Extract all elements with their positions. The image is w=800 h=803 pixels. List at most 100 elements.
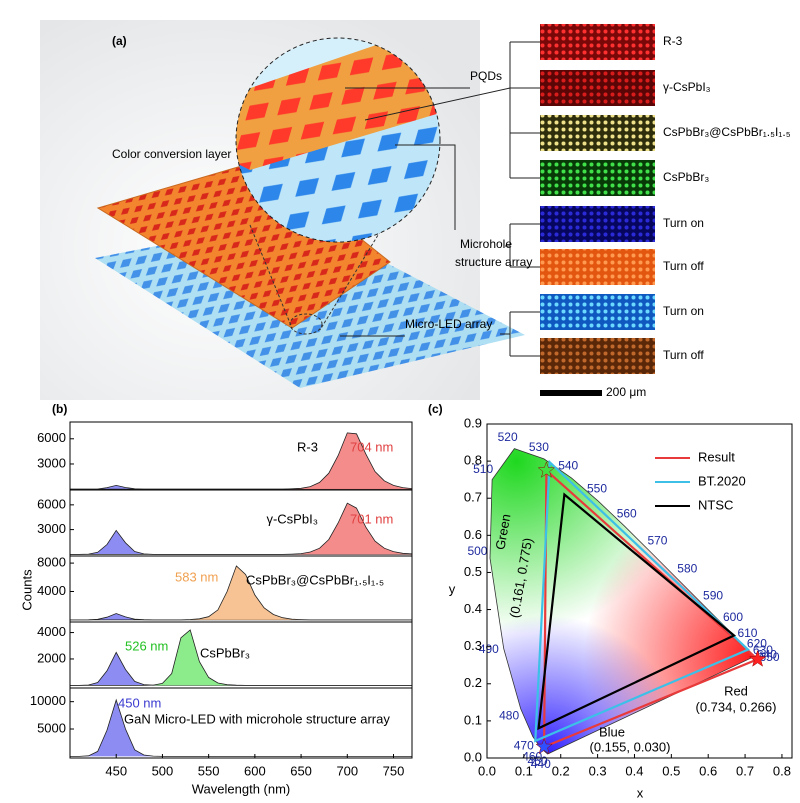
spectrum-fill xyxy=(70,503,412,555)
swatch-label: γ-CsPbI₃ xyxy=(663,80,711,94)
annotation: Green xyxy=(492,513,513,551)
wavelength-label: 460 xyxy=(522,749,542,763)
x-tick-label: 0.0 xyxy=(478,763,496,778)
y-tick-label: 0.5 xyxy=(464,564,482,579)
spectrum-fill xyxy=(70,565,412,620)
annotation: CsPbBr₃@CsPbBr₁.₅I₁.₅ xyxy=(246,572,384,587)
legend-label: NTSC xyxy=(698,497,733,512)
zoom-spot xyxy=(289,313,323,335)
primary-marker xyxy=(537,461,556,478)
x-tick-label: 0.6 xyxy=(699,763,717,778)
spectrum-line xyxy=(70,698,412,757)
annotation: 526 nm xyxy=(125,638,168,653)
callout-label: Microhole xyxy=(460,237,512,251)
swatch-label: CsPbBr₃ xyxy=(663,170,709,184)
y-tick-label: 8000 xyxy=(37,555,66,570)
panel-label: (b) xyxy=(52,402,67,416)
annotation: R-3 xyxy=(297,439,318,454)
annotation: (0.734, 0.266) xyxy=(696,699,777,714)
micrograph-swatch xyxy=(540,206,655,242)
panel-label: (a) xyxy=(112,34,127,48)
panel-label: (c) xyxy=(428,402,443,416)
wavelength-label: 510 xyxy=(473,462,493,476)
wavelength-label: 470 xyxy=(514,738,534,752)
x-tick-label: 650 xyxy=(290,763,312,778)
spectrum-fill xyxy=(70,700,412,757)
wavelength-label: 440 xyxy=(531,757,551,771)
swatch-label: Turn off xyxy=(663,348,704,362)
annotation: GaN Micro-LED with microhole structure a… xyxy=(124,711,390,726)
y-tick-label: 0.1 xyxy=(464,712,482,727)
x-tick-label: 0.1 xyxy=(515,763,533,778)
spectrum-fill xyxy=(70,432,412,490)
y-tick-label: 3000 xyxy=(37,455,66,470)
y-tick-label: 0.4 xyxy=(464,601,482,616)
y-tick-label: 0.8 xyxy=(464,453,482,468)
callout-label: structure array xyxy=(455,255,532,269)
gamut-triangle xyxy=(542,467,760,749)
x-tick-label: 700 xyxy=(336,763,358,778)
x-tick-label: 750 xyxy=(383,763,405,778)
y-tick-label: 4000 xyxy=(37,624,66,639)
x-tick-label: 600 xyxy=(244,763,266,778)
wavelength-label: 480 xyxy=(499,709,519,723)
y-tick-label: 4000 xyxy=(37,583,66,598)
wavelength-label: 570 xyxy=(647,534,667,548)
magnified-view xyxy=(236,38,440,242)
callout-label: Micro-LED array xyxy=(405,317,492,331)
y-tick-label: 0.9 xyxy=(464,415,482,430)
wavelength-label: 610 xyxy=(737,626,757,640)
swatch-label: R-3 xyxy=(663,34,683,48)
scale-bar xyxy=(540,390,602,396)
gamut-triangle xyxy=(537,492,737,731)
wavelength-label: 550 xyxy=(587,481,607,495)
x-tick-label: 0.2 xyxy=(552,763,570,778)
micrograph-swatch xyxy=(540,294,655,330)
y-tick-label: 0.0 xyxy=(464,749,482,764)
wavelength-label: 560 xyxy=(617,507,637,521)
primary-marker xyxy=(748,650,767,667)
x-tick-label: 0.3 xyxy=(589,763,607,778)
y-tick-label: 0.6 xyxy=(464,527,482,542)
annotation: 450 nm xyxy=(118,695,161,710)
micrograph-swatch xyxy=(540,70,655,106)
wavelength-label: 520 xyxy=(498,430,518,444)
y-tick-label: 6000 xyxy=(37,496,66,511)
spectrum-line xyxy=(70,502,413,555)
micrograph-swatch xyxy=(540,24,655,60)
spectrum-fill xyxy=(70,530,412,555)
wavelength-label: 500 xyxy=(467,544,487,558)
color-conversion-layer xyxy=(96,159,391,329)
wavelength-label: 540 xyxy=(558,459,578,473)
y-tick-label: 0.2 xyxy=(464,675,482,690)
legend-label: Result xyxy=(698,449,735,464)
micrograph-swatch xyxy=(540,115,655,151)
scale-bar-label: 200 μm xyxy=(606,385,646,399)
x-tick-label: 0.4 xyxy=(625,763,643,778)
callout-label: Color conversion layer xyxy=(112,147,231,161)
micrograph-swatch xyxy=(540,249,655,285)
swatch-label: Turn on xyxy=(663,216,704,230)
x-tick-label: 450 xyxy=(105,763,127,778)
annotation: 701 nm xyxy=(350,511,393,526)
x-tick-label: 500 xyxy=(152,763,174,778)
y-tick-label: 10000 xyxy=(30,693,66,708)
wavelength-label: 600 xyxy=(723,610,743,624)
swatch-label: CsPbBr₃@CsPbBr₁.₅I₁.₅ xyxy=(663,125,791,139)
x-axis-label: Wavelength (nm) xyxy=(192,781,291,796)
x-tick-label: 0.8 xyxy=(773,763,791,778)
annotation: CsPbBr₃ xyxy=(200,645,250,660)
x-axis-label: x xyxy=(637,785,644,800)
gamut-triangle xyxy=(534,459,750,743)
micrograph-swatch xyxy=(540,160,655,196)
zoom-line xyxy=(249,224,293,329)
callout-label: PQDs xyxy=(470,69,502,83)
y-tick-label: 0.7 xyxy=(464,490,482,505)
y-axis-label: Counts xyxy=(19,569,34,611)
annotation: γ-CsPbI₃ xyxy=(266,511,318,526)
primary-marker xyxy=(535,737,553,755)
y-tick-label: 5000 xyxy=(37,720,66,735)
y-tick-label: 0.3 xyxy=(464,638,482,653)
